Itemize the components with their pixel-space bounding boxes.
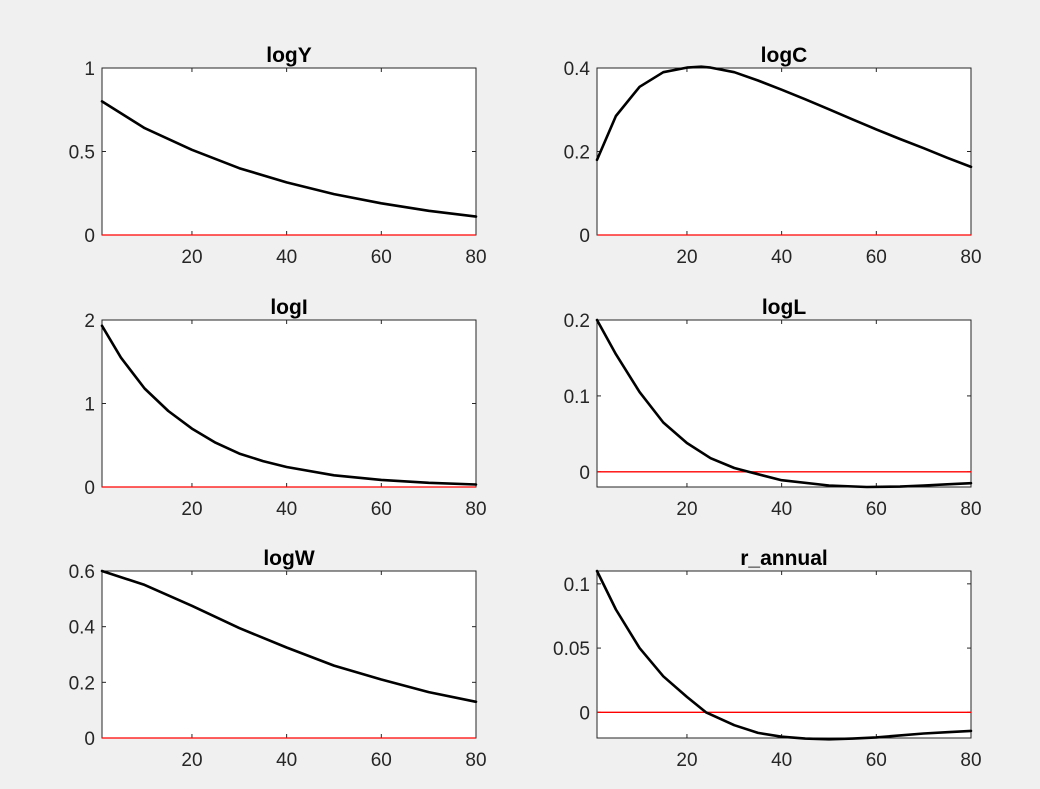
response-line [595, 318, 973, 489]
x-tick-label: 80 [960, 750, 981, 771]
x-tick-label: 20 [181, 247, 202, 268]
y-tick-label: 0.4 [564, 59, 591, 80]
response-line [100, 569, 478, 704]
axes-box [101, 319, 477, 488]
x-tick-label: 20 [676, 750, 697, 771]
subplot-title: r_annual [740, 547, 828, 570]
response-line [100, 100, 478, 218]
y-tick-label: 0.6 [69, 562, 95, 583]
x-tick-label: 40 [276, 750, 297, 771]
response-line [595, 65, 973, 169]
y-tick-label: 0 [84, 478, 95, 499]
x-tick-label: 80 [465, 750, 486, 771]
subplot-logy: 20 40 60 80 0 0.5 1 logY [69, 44, 487, 268]
subplot-title: logW [263, 547, 314, 570]
x-tick-label: 60 [371, 499, 392, 520]
subplot-logw: 20 40 60 80 0 0.2 0.4 0.6 logW [69, 547, 487, 771]
y-tick-label: 0.2 [564, 143, 590, 164]
subplot-r-annual: 20 40 60 80 0 0.05 0.1 r_annual [553, 547, 982, 771]
subplot-title: logI [270, 296, 307, 319]
axes-box [596, 319, 972, 488]
subplot-logl: 20 40 60 80 0 0.1 0.2 logL [564, 296, 982, 520]
x-tick-label: 40 [771, 499, 792, 520]
y-tick-label: 1 [84, 395, 95, 416]
x-tick-label: 20 [676, 247, 697, 268]
response-line [595, 569, 973, 741]
y-tick-label: 0.4 [69, 618, 96, 639]
subplot-logi: 20 40 60 80 0 1 2 logI [84, 296, 486, 520]
subplot-title: logC [761, 44, 808, 67]
subplot-title: logL [762, 296, 806, 319]
axes-box [596, 67, 972, 236]
y-tick-label: 0 [84, 729, 95, 750]
x-tick-label: 20 [181, 499, 202, 520]
y-tick-label: 0.5 [69, 143, 95, 164]
x-tick-label: 40 [276, 247, 297, 268]
x-tick-label: 60 [371, 750, 392, 771]
y-tick-label: 1 [84, 59, 95, 80]
x-tick-label: 80 [960, 247, 981, 268]
x-tick-label: 60 [371, 247, 392, 268]
x-tick-label: 40 [771, 247, 792, 268]
y-tick-label: 0 [579, 463, 590, 484]
x-tick-label: 80 [960, 499, 981, 520]
axes-box [101, 570, 477, 739]
x-tick-label: 80 [465, 247, 486, 268]
subplot-title: logY [266, 44, 312, 67]
y-tick-label: 0.2 [564, 311, 590, 332]
x-tick-label: 40 [771, 750, 792, 771]
x-tick-label: 60 [866, 247, 887, 268]
y-tick-label: 0.2 [69, 673, 95, 694]
y-tick-label: 0.1 [564, 575, 590, 596]
y-tick-label: 0 [84, 226, 95, 247]
y-tick-label: 0.05 [553, 639, 590, 660]
x-tick-label: 20 [181, 750, 202, 771]
axes-box [596, 570, 972, 739]
subplot-logc: 20 40 60 80 0 0.2 0.4 logC [564, 44, 982, 268]
x-tick-label: 20 [676, 499, 697, 520]
x-tick-label: 40 [276, 499, 297, 520]
x-tick-label: 60 [866, 499, 887, 520]
y-tick-label: 0.1 [564, 387, 590, 408]
y-tick-label: 0 [579, 703, 590, 724]
x-tick-label: 60 [866, 750, 887, 771]
response-line [100, 324, 478, 486]
y-tick-label: 2 [84, 311, 95, 332]
y-tick-label: 0 [579, 226, 590, 247]
x-tick-label: 80 [465, 499, 486, 520]
